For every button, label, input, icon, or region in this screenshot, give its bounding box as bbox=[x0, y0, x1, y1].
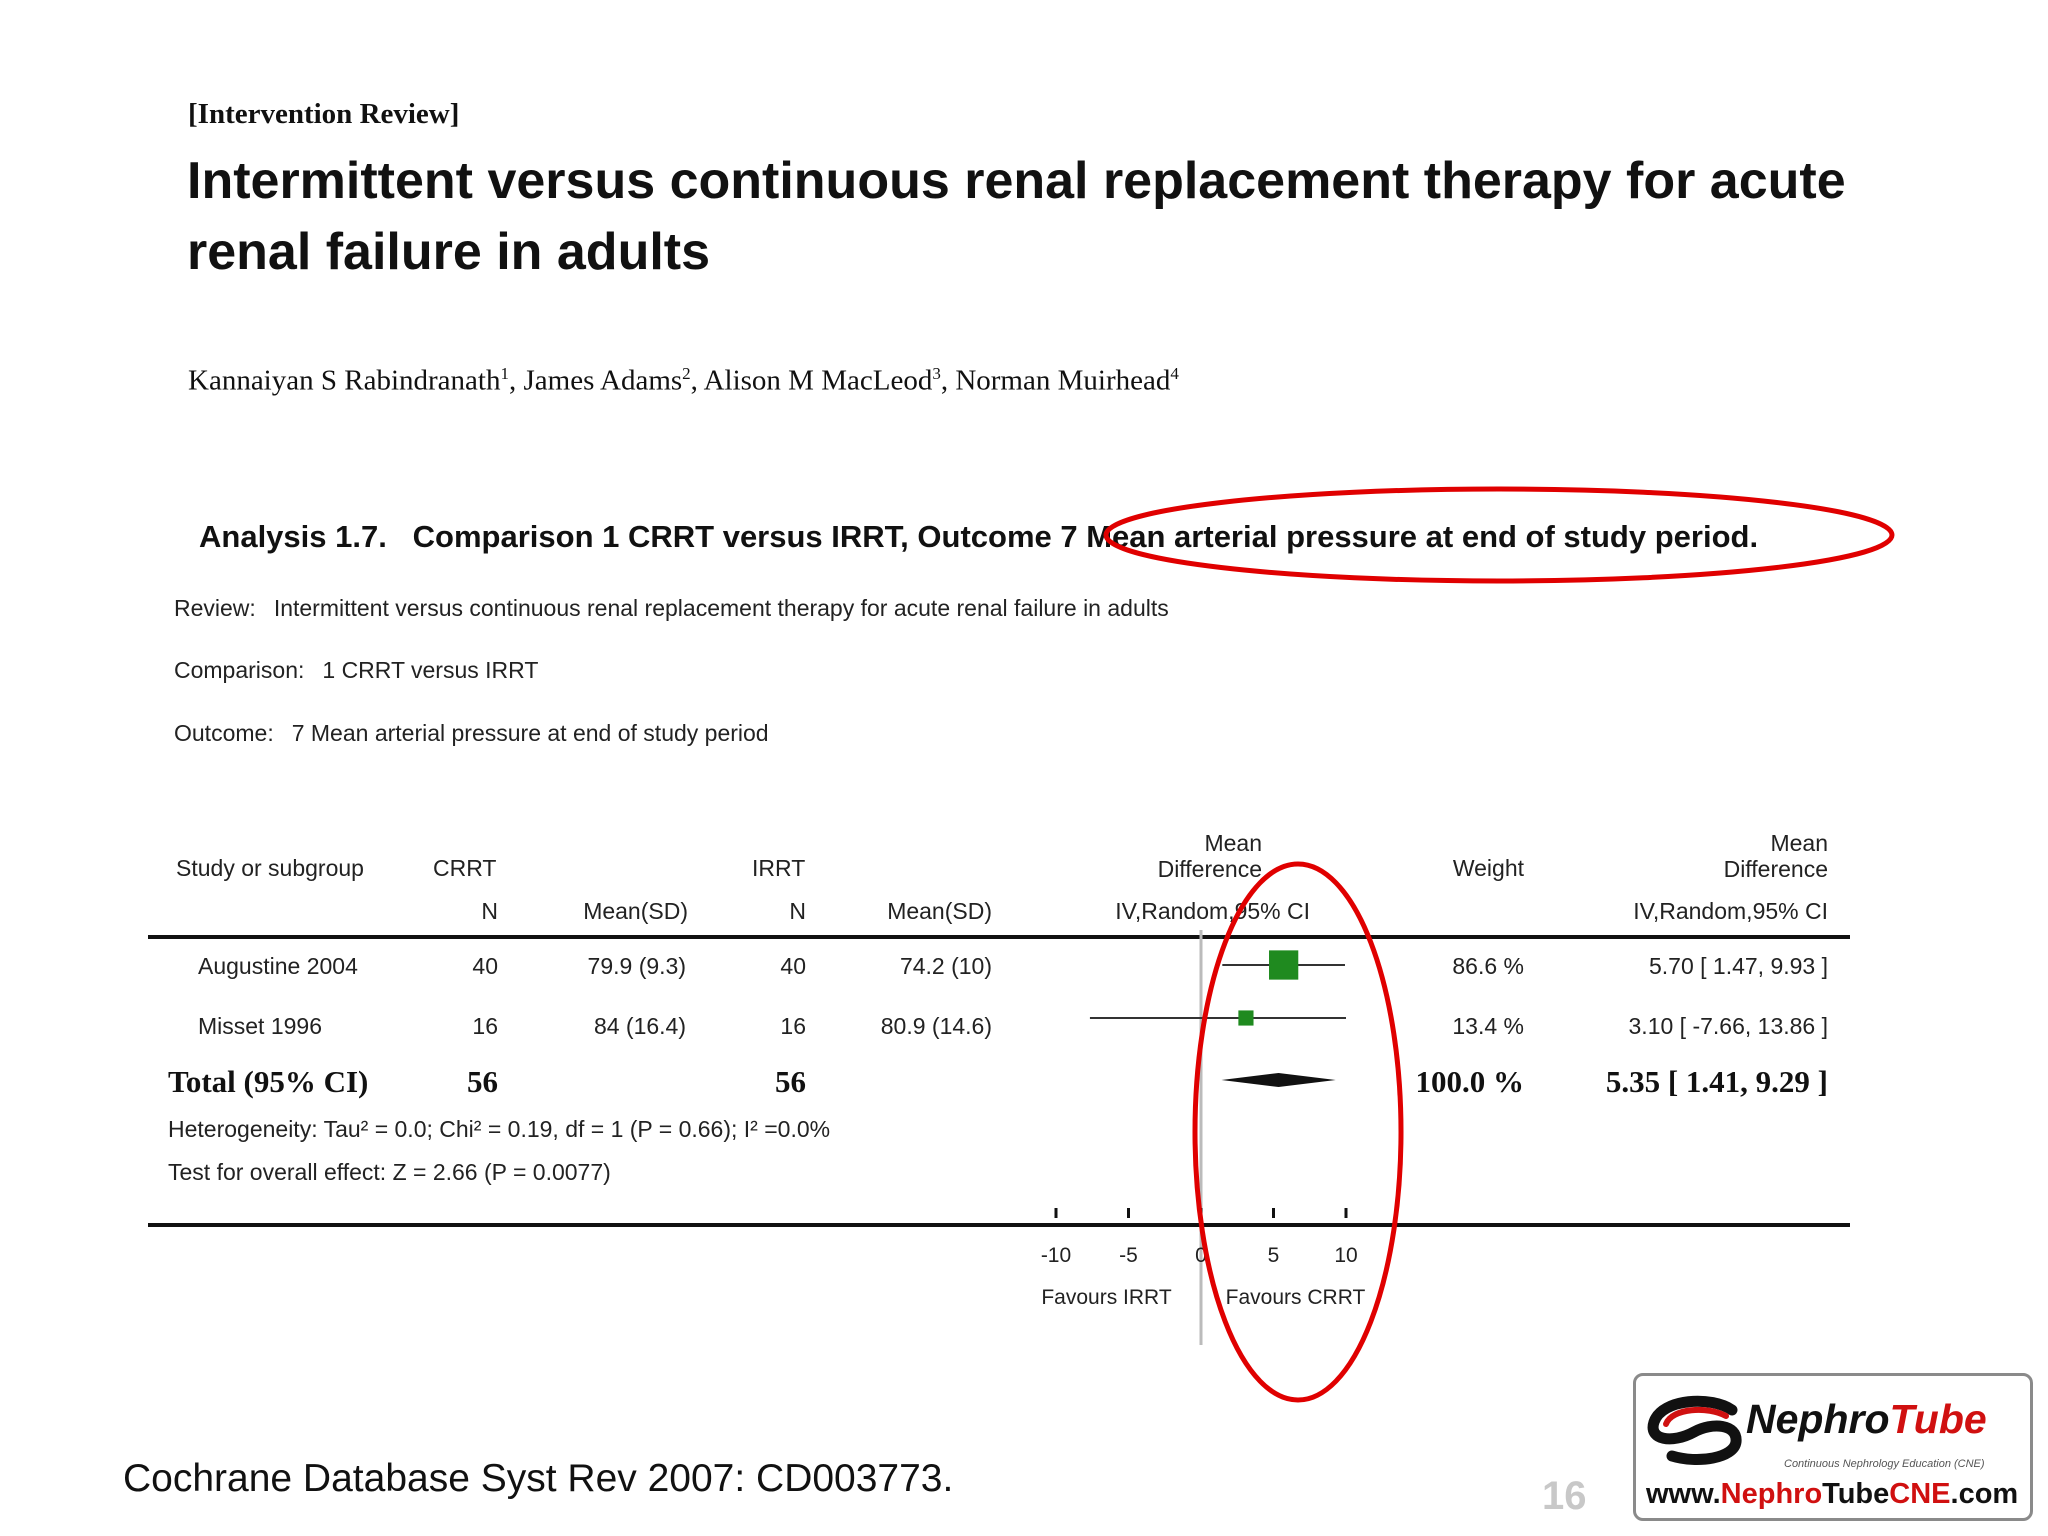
table-row-crrt-mean: 79.9 (9.3) bbox=[587, 953, 686, 979]
table-row-weight: 86.6 % bbox=[1452, 953, 1524, 979]
overall-effect-test: Test for overall effect: Z = 2.66 (P = 0… bbox=[168, 1159, 611, 1185]
author-name: James Adams bbox=[523, 364, 683, 397]
axis-tick-label: 0 bbox=[1195, 1244, 1207, 1267]
header-study: Study or subgroup bbox=[176, 855, 364, 881]
table-row-study: Augustine 2004 bbox=[198, 953, 358, 979]
table-row-irrt-n: 40 bbox=[780, 953, 806, 979]
table-top-rule bbox=[148, 935, 1850, 939]
outcome-line: Outcome: 7 Mean arterial pressure at end … bbox=[174, 720, 769, 747]
header-md-result-method: IV,Random,95% CI bbox=[1633, 898, 1828, 924]
nephrotube-swoosh-icon bbox=[1647, 1395, 1742, 1465]
favours-right-label: Favours CRRT bbox=[1226, 1286, 1366, 1309]
pooled-effect-diamond bbox=[1221, 1073, 1336, 1087]
table-row-irrt-mean: 80.9 (14.6) bbox=[880, 1013, 992, 1039]
page-number: 16 bbox=[1542, 1474, 1587, 1518]
header-irrt: IRRT bbox=[752, 855, 806, 881]
study-effect-box bbox=[1269, 950, 1299, 980]
citation: Cochrane Database Syst Rev 2007: CD00377… bbox=[123, 1457, 954, 1500]
header-md-forest: Mean Difference bbox=[1100, 830, 1262, 882]
logo-word-tube: Tube bbox=[1889, 1396, 1987, 1442]
table-row-crrt-n: 16 bbox=[472, 1013, 498, 1039]
heterogeneity-stats: Heterogeneity: Tau² = 0.0; Chi² = 0.19, … bbox=[168, 1116, 831, 1142]
url-part: CNE bbox=[1889, 1478, 1951, 1510]
table-row-md: 3.10 [ -7.66, 13.86 ] bbox=[1628, 1013, 1828, 1039]
axis-tick-label: -5 bbox=[1119, 1244, 1138, 1267]
review-line: Review: Intermittent versus continuous re… bbox=[174, 595, 1169, 622]
table-row-crrt-mean: 84 (16.4) bbox=[593, 1013, 686, 1039]
table-row-crrt-n: 40 bbox=[472, 953, 498, 979]
author-list: Kannaiyan S Rabindranath1, James Adams2,… bbox=[188, 364, 1179, 397]
header-md-line1: Mean bbox=[1204, 830, 1262, 856]
header-irrt-mean-sd: Mean(SD) bbox=[887, 898, 992, 924]
axis-tick-label: 5 bbox=[1268, 1244, 1280, 1267]
analysis-heading: Analysis 1.7. Comparison 1 CRRT versus I… bbox=[199, 519, 1759, 554]
author-affiliation: 1 bbox=[500, 364, 509, 383]
review-label: Review: bbox=[174, 595, 256, 621]
review-type: [Intervention Review] bbox=[188, 98, 460, 130]
total-md: 5.35 [ 1.41, 9.29 ] bbox=[1605, 1064, 1828, 1099]
header-md-line2: Difference bbox=[1157, 856, 1262, 882]
url-part: www. bbox=[1646, 1478, 1721, 1510]
outcome-label: Outcome: bbox=[174, 720, 274, 746]
header-md-line1: Mean bbox=[1770, 830, 1828, 856]
author-affiliation: 4 bbox=[1170, 364, 1179, 383]
axis-tick-label: -10 bbox=[1041, 1244, 1071, 1267]
header-md-result: Mean Difference bbox=[1660, 830, 1828, 882]
header-irrt-n: N bbox=[789, 898, 806, 924]
header-crrt-mean-sd: Mean(SD) bbox=[583, 898, 688, 924]
logo-wordmark: NephroTube bbox=[1746, 1396, 1987, 1443]
comparison-line: Comparison: 1 CRRT versus IRRT bbox=[174, 657, 538, 684]
header-weight: Weight bbox=[1452, 855, 1524, 881]
nephrotube-logo: NephroTube Continuous Nephrology Educati… bbox=[1633, 1373, 2033, 1521]
logo-tagline: Continuous Nephrology Education (CNE) bbox=[1784, 1458, 1985, 1470]
favours-left-label: Favours IRRT bbox=[1041, 1286, 1171, 1309]
paper-title: Intermittent versus continuous renal rep… bbox=[187, 152, 1846, 281]
table-row-weight: 13.4 % bbox=[1452, 1013, 1524, 1039]
forest-plot: -10 -5 0 5 10 Favours IRRT Favours CRRT bbox=[1041, 930, 1366, 1345]
total-irrt-n: 56 bbox=[775, 1064, 806, 1099]
total-crrt-n: 56 bbox=[467, 1064, 498, 1099]
comparison-value: 1 CRRT versus IRRT bbox=[322, 657, 539, 683]
author-name: Alison M MacLeod bbox=[703, 364, 933, 397]
table-row-md: 5.70 [ 1.47, 9.93 ] bbox=[1648, 953, 1828, 979]
total-label: Total (95% CI) bbox=[168, 1064, 369, 1099]
study-effect-box bbox=[1238, 1010, 1254, 1026]
comparison-label: Comparison: bbox=[174, 657, 305, 683]
table-bottom-rule bbox=[148, 1223, 1850, 1227]
header-md-line2: Difference bbox=[1723, 856, 1828, 882]
author-affiliation: 2 bbox=[682, 364, 691, 383]
url-part: Tube bbox=[1822, 1478, 1890, 1510]
author-affiliation: 3 bbox=[932, 364, 941, 383]
table-row-irrt-mean: 74.2 (10) bbox=[899, 953, 992, 979]
total-weight: 100.0 % bbox=[1415, 1064, 1525, 1099]
author-name: Norman Muirhead bbox=[955, 364, 1171, 397]
outcome-value: 7 Mean arterial pressure at end of study… bbox=[291, 720, 769, 746]
axis-tick-label: 10 bbox=[1334, 1244, 1357, 1267]
review-value: Intermittent versus continuous renal rep… bbox=[273, 595, 1169, 621]
logo-word-nephro: Nephro bbox=[1746, 1396, 1890, 1442]
table-row-study: Misset 1996 bbox=[198, 1013, 323, 1039]
logo-url: www.NephroTubeCNE.com bbox=[1646, 1478, 2018, 1511]
author-name: Kannaiyan S Rabindranath bbox=[188, 364, 501, 397]
url-part: Nephro bbox=[1720, 1478, 1823, 1510]
table-row-irrt-n: 16 bbox=[780, 1013, 806, 1039]
header-crrt: CRRT bbox=[433, 855, 497, 881]
url-part: .com bbox=[1950, 1478, 2019, 1510]
header-crrt-n: N bbox=[481, 898, 498, 924]
